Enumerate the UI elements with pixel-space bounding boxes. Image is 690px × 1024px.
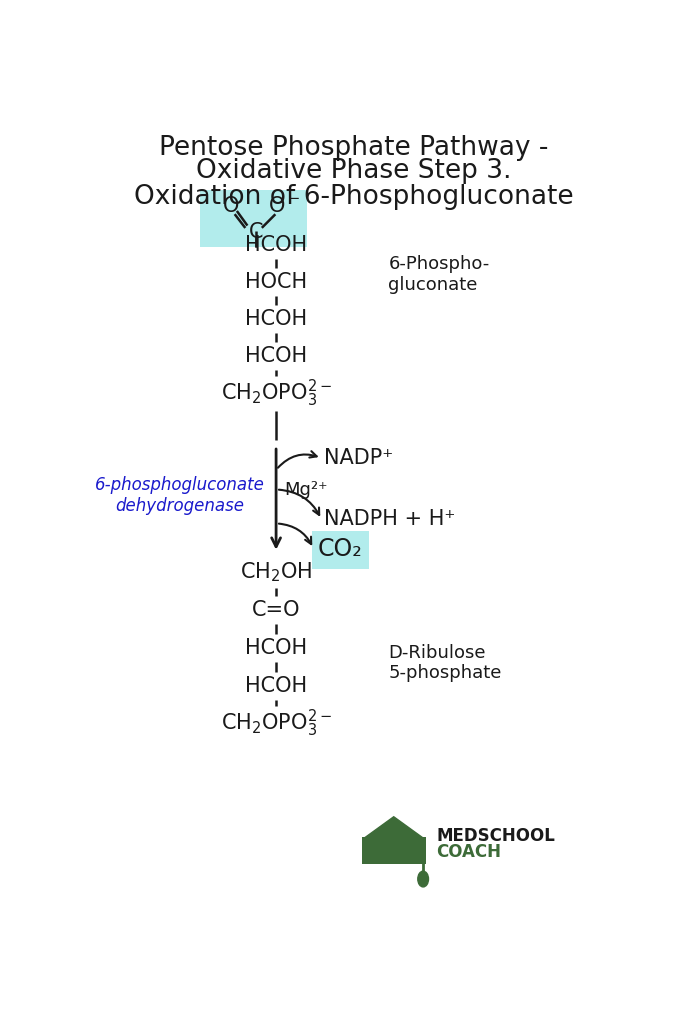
Text: Oxidative Phase Step 3.: Oxidative Phase Step 3. [196,159,511,184]
Text: Pentose Phosphate Pathway -: Pentose Phosphate Pathway - [159,135,549,161]
Text: HCOH: HCOH [245,309,307,329]
Text: C: C [249,221,264,242]
Text: O: O [222,196,239,216]
Text: HCOH: HCOH [245,346,307,367]
Polygon shape [364,817,423,858]
Circle shape [417,871,428,887]
Text: NADP⁺: NADP⁺ [324,447,393,468]
Text: HCOH: HCOH [245,676,307,696]
Text: CH$_2$OPO$_3^{2-}$: CH$_2$OPO$_3^{2-}$ [221,709,332,739]
Text: CH$_2$OH: CH$_2$OH [240,560,313,584]
Text: HCOH: HCOH [245,638,307,658]
Text: NADPH + H⁺: NADPH + H⁺ [324,510,455,529]
Text: HCOH: HCOH [245,236,307,255]
Text: COACH: COACH [437,843,502,861]
Text: CH$_2$OPO$_3^{2-}$: CH$_2$OPO$_3^{2-}$ [221,378,332,409]
FancyBboxPatch shape [312,530,368,569]
FancyBboxPatch shape [362,838,426,864]
Text: CO₂: CO₂ [318,537,363,561]
Text: C=O: C=O [252,600,300,621]
FancyBboxPatch shape [200,189,306,247]
Text: Mg²⁺: Mg²⁺ [284,480,328,499]
Text: HOCH: HOCH [245,272,307,292]
Text: 6-phosphogluconate
dehydrogenase: 6-phosphogluconate dehydrogenase [95,476,265,515]
Text: 6-Phospho-
gluconate: 6-Phospho- gluconate [388,255,490,294]
Text: D-Ribulose
5-phosphate: D-Ribulose 5-phosphate [388,644,502,682]
Text: MEDSCHOOL: MEDSCHOOL [437,827,555,846]
Text: Oxidation of 6-Phosphogluconate: Oxidation of 6-Phosphogluconate [134,184,573,210]
Text: O$^-$: O$^-$ [268,196,300,216]
